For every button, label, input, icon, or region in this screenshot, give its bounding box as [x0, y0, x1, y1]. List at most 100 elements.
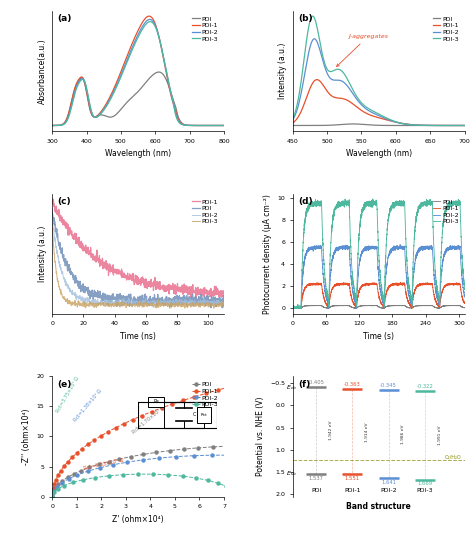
PDI — [310, 122, 316, 129]
PDI-1 — [358, 107, 364, 113]
PDI-1 — [146, 13, 152, 19]
PDI-2 — [59, 480, 64, 486]
PDI-2 — [74, 472, 80, 478]
PDI — [55, 481, 61, 488]
PDI-2 — [312, 459, 318, 465]
PDI-1 — [85, 441, 91, 447]
Y-axis label: Potential vs. NHE (V): Potential vs. NHE (V) — [255, 397, 264, 476]
Text: (b): (b) — [298, 14, 312, 23]
Text: -0.345: -0.345 — [380, 383, 397, 388]
PDI — [219, 305, 225, 311]
PDI-2 — [290, 304, 296, 311]
PDI-3 — [159, 300, 164, 307]
PDI — [71, 470, 77, 477]
PDI-2 — [140, 304, 146, 310]
Line: PDI-2: PDI-2 — [52, 19, 224, 125]
Text: 1.914 eV: 1.914 eV — [365, 422, 369, 442]
Text: (c): (c) — [57, 197, 71, 206]
PDI-2 — [398, 120, 404, 127]
PDI-1 — [79, 445, 85, 452]
PDI-1 — [98, 433, 104, 439]
PDI-3 — [49, 223, 55, 230]
PDI-1 — [415, 122, 421, 128]
PDI-2 — [297, 457, 302, 463]
PDI — [49, 492, 55, 499]
PDI-1 — [446, 281, 451, 287]
PDI-3 — [164, 72, 170, 78]
Text: 1.991 eV: 1.991 eV — [438, 426, 442, 445]
PDI — [403, 303, 409, 310]
PDI-2 — [310, 36, 316, 42]
PDI-2 — [403, 273, 409, 279]
PDI-2 — [397, 241, 403, 248]
PDI-2 — [221, 122, 227, 129]
PDI-1 — [462, 300, 467, 307]
PDI-1 — [191, 394, 197, 400]
PDI-1 — [121, 420, 127, 427]
PDI-2 — [462, 294, 467, 300]
PDI-3 — [290, 115, 295, 122]
PDI-3 — [149, 301, 155, 307]
Text: 1.669: 1.669 — [417, 482, 432, 486]
PDI-2 — [290, 116, 295, 123]
PDI-3 — [198, 301, 203, 308]
PDI-1 — [50, 485, 56, 492]
PDI-2 — [80, 75, 85, 82]
Line: PDI-1: PDI-1 — [52, 199, 224, 298]
PDI — [346, 121, 352, 127]
PDI — [80, 75, 85, 82]
PDI-3 — [106, 473, 112, 479]
PDI — [127, 96, 133, 103]
PDI-2 — [49, 215, 55, 222]
PDI-3 — [215, 480, 220, 486]
PDI-1 — [215, 387, 221, 393]
PDI — [415, 122, 421, 129]
PDI — [49, 122, 55, 129]
PDI-1 — [398, 120, 404, 127]
PDI-1 — [228, 383, 234, 390]
Legend: PDI, PDI-1, PDI-2, PDI-3: PDI, PDI-1, PDI-2, PDI-3 — [190, 380, 221, 410]
PDI-3 — [401, 200, 407, 206]
PDI-3 — [165, 472, 171, 478]
PDI-2 — [49, 492, 55, 499]
PDI-2 — [290, 305, 296, 311]
PDI — [117, 456, 122, 462]
PDI-3 — [370, 196, 376, 202]
X-axis label: Band structure: Band structure — [346, 502, 411, 511]
PDI — [151, 72, 156, 78]
PDI — [52, 485, 58, 491]
PDI-2 — [147, 16, 153, 22]
Text: Rct=1.70×10⁵ Ω: Rct=1.70×10⁵ Ω — [131, 405, 165, 435]
PDI-1 — [179, 121, 185, 127]
PDI-2 — [156, 455, 162, 461]
PDI-1 — [93, 113, 99, 120]
PDI-2 — [66, 475, 72, 482]
PDI-1 — [159, 405, 164, 411]
Y-axis label: Intensity (a.u.): Intensity (a.u.) — [37, 225, 46, 282]
PDI-1 — [127, 46, 133, 52]
PDI-3 — [415, 122, 421, 128]
PDI-2 — [164, 73, 170, 79]
PDI-3 — [310, 13, 315, 19]
Text: 1.551: 1.551 — [345, 476, 360, 481]
PDI — [221, 122, 227, 129]
PDI — [446, 302, 451, 309]
PDI-1 — [53, 477, 59, 483]
PDI-3 — [93, 114, 99, 121]
PDI — [154, 449, 159, 456]
Y-axis label: Intensity (a.u.): Intensity (a.u.) — [278, 43, 287, 99]
PDI-2 — [311, 36, 317, 42]
PDI-3 — [344, 200, 349, 206]
PDI-3 — [92, 474, 98, 481]
PDI-1 — [310, 79, 316, 85]
Text: J-aggregates: J-aggregates — [337, 34, 388, 67]
Text: PDI: PDI — [311, 488, 321, 493]
PDI-2 — [191, 452, 197, 459]
PDI — [164, 78, 170, 85]
PDI-2 — [180, 300, 186, 307]
PDI — [358, 121, 364, 128]
Text: -0.405: -0.405 — [308, 380, 325, 386]
PDI-2 — [149, 303, 155, 310]
Text: O₂/H₂O: O₂/H₂O — [445, 454, 461, 459]
PDI — [87, 464, 92, 470]
